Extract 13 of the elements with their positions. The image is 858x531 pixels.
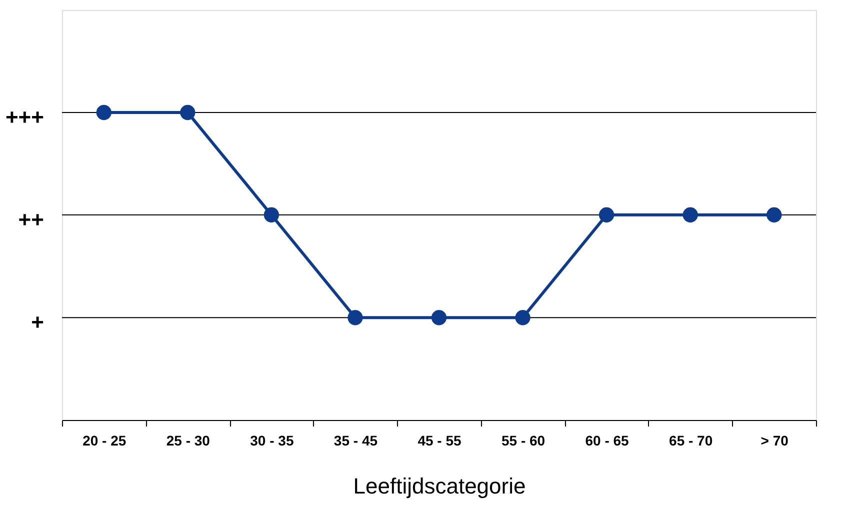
x-tick-label: > 70 (760, 432, 789, 448)
x-tick-label: 65 - 70 (669, 432, 713, 448)
x-tick-label: 20 - 25 (82, 432, 126, 448)
x-tick-label: 30 - 35 (250, 432, 294, 448)
ref-line-label: ++ (18, 206, 44, 232)
ref-line-label: + (31, 310, 44, 335)
x-tick-label: 60 - 65 (585, 432, 630, 448)
x-tick-label: 45 - 55 (418, 432, 462, 448)
x-tick-label: 25 - 30 (166, 432, 210, 448)
x-tick-label: 55 - 60 (501, 432, 546, 448)
x-tick-label: 35 - 45 (334, 432, 378, 448)
ref-line-label: +++ (5, 104, 44, 130)
x-axis-title: Leeftijdscategorie (353, 474, 526, 498)
